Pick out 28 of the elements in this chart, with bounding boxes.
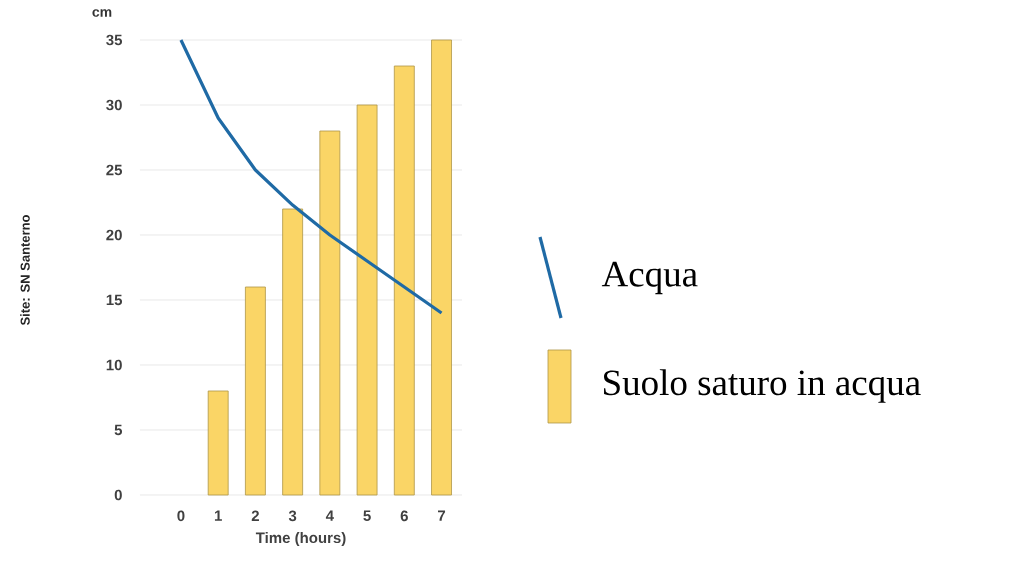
legend-label: Acqua <box>601 261 698 295</box>
bar <box>245 286 266 496</box>
x-tick-label: 1 <box>214 510 222 521</box>
y-tick-label: 5 <box>114 424 123 436</box>
y-tick-label: 15 <box>106 294 123 306</box>
y-tick-label: 25 <box>106 164 123 176</box>
legend-label: Suolo saturo in acqua <box>604 369 921 403</box>
x-tick-label: 6 <box>400 510 408 522</box>
y-tick-label: 10 <box>106 359 122 371</box>
y-tick-label: 20 <box>106 229 122 241</box>
bar <box>282 208 304 496</box>
text: Site: SN Santerno <box>20 215 30 326</box>
bar <box>393 65 415 496</box>
bar <box>207 390 229 496</box>
bar <box>431 39 452 496</box>
y-tick-label: 35 <box>106 34 123 46</box>
x-axis-title: Time (hours) <box>255 532 346 547</box>
bar <box>356 104 378 496</box>
y-tick-label: 0 <box>114 489 122 501</box>
x-tick-label: 0 <box>177 510 185 522</box>
y-tick-label: 30 <box>106 99 122 111</box>
x-tick-label: 2 <box>251 510 259 522</box>
y-axis-title: cm <box>92 9 112 17</box>
x-tick-label: 7 <box>438 510 446 521</box>
bar <box>319 130 341 496</box>
x-tick-label: 5 <box>363 510 371 521</box>
x-tick-label: 3 <box>288 510 297 522</box>
x-tick-label: 4 <box>325 510 334 521</box>
